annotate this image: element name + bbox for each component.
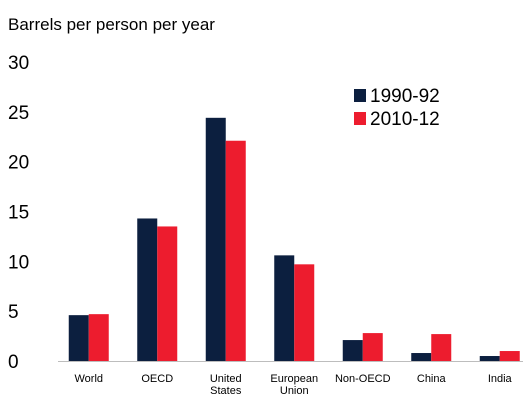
y-tick-label: 25	[8, 103, 29, 124]
x-tick-label: India	[488, 373, 513, 385]
bar-2010-12	[362, 333, 383, 361]
bar-1990-92	[274, 255, 295, 361]
bar-1990-92	[137, 218, 158, 361]
y-tick-label: 5	[8, 302, 19, 323]
bar-2010-12	[225, 140, 246, 361]
bar-2010-12	[294, 264, 315, 361]
bar-2010-12	[157, 226, 178, 361]
legend-label: 2010-12	[370, 109, 440, 130]
y-tick-label: 10	[8, 252, 29, 273]
bar-1990-92	[205, 117, 226, 362]
x-tick-label: States	[210, 385, 242, 394]
legend-label: 1990-92	[370, 86, 440, 107]
y-tick-label: 30	[8, 53, 29, 74]
legend-swatch	[354, 112, 366, 125]
x-tick-label: OECD	[141, 373, 173, 385]
y-tick-label: 20	[8, 153, 29, 174]
y-axis-ticks: 0 5 10 15 20 25 30	[8, 53, 29, 373]
legend-swatch	[354, 89, 366, 102]
bar-2010-12	[499, 351, 520, 361]
x-tick-label: Non-OECD	[335, 373, 391, 385]
y-tick-label: 15	[8, 203, 29, 224]
bar-1990-92	[342, 340, 363, 361]
x-tick-label: World	[74, 373, 103, 385]
bar-1990-92	[68, 315, 89, 361]
bar-1990-92	[479, 356, 500, 361]
y-axis-label: Barrels per person per year	[8, 15, 215, 34]
bar-1990-92	[411, 353, 432, 361]
y-tick-label: 0	[8, 352, 19, 373]
x-tick-label: Union	[280, 385, 309, 394]
x-tick-label: European	[270, 373, 318, 385]
x-tick-label: United	[210, 373, 242, 385]
bar-series	[68, 117, 520, 362]
x-tick-label: China	[417, 373, 447, 385]
bar-2010-12	[431, 334, 452, 361]
bar-2010-12	[88, 314, 109, 361]
